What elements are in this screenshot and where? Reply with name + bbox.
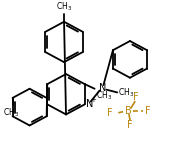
Text: B: B: [125, 106, 131, 116]
Text: N: N: [99, 83, 106, 93]
Text: N: N: [86, 99, 93, 109]
Text: CH$_3$: CH$_3$: [56, 1, 72, 14]
Text: F: F: [133, 92, 139, 102]
Text: CH$_3$: CH$_3$: [118, 86, 134, 99]
Text: F: F: [145, 106, 150, 116]
Text: CH$_3$: CH$_3$: [3, 106, 19, 119]
Text: F: F: [108, 108, 113, 118]
Text: F: F: [127, 120, 133, 130]
Text: +: +: [91, 97, 96, 103]
Text: CH$_3$: CH$_3$: [96, 90, 112, 102]
